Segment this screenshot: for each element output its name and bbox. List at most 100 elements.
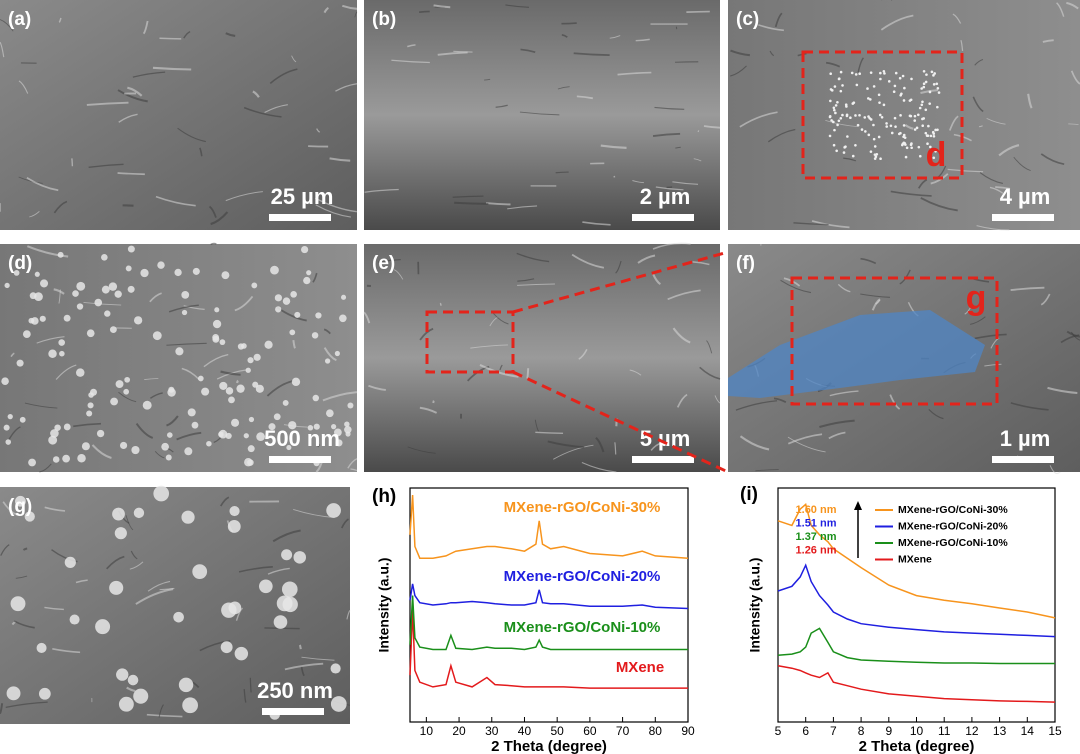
wrinkle xyxy=(301,656,335,661)
wrinkle xyxy=(203,353,229,368)
wrinkle xyxy=(86,101,129,106)
particle xyxy=(935,82,939,86)
particle xyxy=(229,506,240,517)
wrinkle xyxy=(632,180,644,184)
particle xyxy=(872,123,875,127)
particle xyxy=(920,103,924,107)
wrinkle xyxy=(106,555,125,570)
wrinkle xyxy=(1040,293,1051,306)
wrinkle xyxy=(243,688,247,703)
wrinkle xyxy=(29,211,40,218)
particle xyxy=(182,697,198,714)
wrinkle xyxy=(22,547,28,551)
particle xyxy=(934,149,937,153)
series-line xyxy=(409,494,689,559)
wrinkle xyxy=(298,644,302,650)
wrinkle xyxy=(24,402,58,409)
particle xyxy=(924,108,928,112)
wrinkle xyxy=(88,163,124,169)
particle xyxy=(247,357,254,364)
particle xyxy=(39,315,46,322)
particle xyxy=(24,511,35,522)
particle xyxy=(922,82,926,85)
wrinkle xyxy=(947,168,984,173)
wrinkle xyxy=(291,55,297,63)
particle xyxy=(86,329,95,338)
wrinkle xyxy=(617,71,652,76)
particle xyxy=(922,85,926,89)
particle xyxy=(918,154,922,158)
particle xyxy=(909,114,913,118)
wrinkle xyxy=(452,195,484,198)
wrinkle xyxy=(651,273,661,286)
particle xyxy=(110,397,119,406)
particle xyxy=(288,421,297,430)
particle xyxy=(894,71,898,75)
wrinkle xyxy=(118,113,138,123)
particle xyxy=(922,69,926,73)
particle xyxy=(133,316,143,325)
particle xyxy=(344,421,350,427)
particle xyxy=(124,376,131,383)
wrinkle xyxy=(1070,331,1080,341)
particle xyxy=(40,279,49,288)
particle xyxy=(63,314,71,322)
particle xyxy=(264,340,273,349)
panel-label: (f) xyxy=(736,253,755,274)
particle xyxy=(921,100,924,104)
particle xyxy=(19,416,26,423)
wrinkle xyxy=(2,501,18,516)
particle xyxy=(275,306,282,313)
wrinkle xyxy=(315,204,351,218)
wrinkle xyxy=(561,22,577,25)
particle xyxy=(902,99,906,102)
particle xyxy=(28,458,36,467)
wrinkle xyxy=(243,106,282,118)
particle xyxy=(936,86,940,90)
wrinkle xyxy=(314,197,357,213)
particle xyxy=(844,145,847,148)
particle xyxy=(858,113,861,117)
particle xyxy=(890,131,894,135)
x-tick-label: 70 xyxy=(616,724,630,738)
wrinkle xyxy=(252,90,260,98)
wrinkle xyxy=(168,304,199,313)
wrinkle xyxy=(364,188,399,193)
particle xyxy=(192,267,200,275)
scale-bar-label: 25 µm xyxy=(271,184,334,209)
particle xyxy=(863,116,867,119)
particle xyxy=(913,114,917,118)
wrinkle xyxy=(132,71,166,78)
scale-bar xyxy=(269,456,331,463)
wrinkle xyxy=(323,7,329,14)
wrinkle xyxy=(419,406,438,414)
wrinkle xyxy=(234,295,254,312)
particle xyxy=(904,155,908,159)
wrinkle xyxy=(0,41,5,58)
wrinkle xyxy=(917,178,928,189)
particle xyxy=(897,132,901,136)
wrinkle xyxy=(581,461,617,473)
particle xyxy=(904,143,907,146)
wrinkle xyxy=(269,68,298,84)
particle xyxy=(326,503,341,518)
particle xyxy=(841,113,844,117)
wrinkle xyxy=(692,261,710,266)
wrinkle xyxy=(181,367,200,381)
particle xyxy=(312,394,320,402)
particle xyxy=(902,141,906,145)
particle xyxy=(894,125,897,128)
particle xyxy=(924,131,928,135)
particle xyxy=(893,84,897,88)
wrinkle xyxy=(0,544,10,556)
particle xyxy=(48,435,58,445)
particle xyxy=(247,459,254,466)
particle xyxy=(72,290,79,297)
wrinkle xyxy=(1068,123,1079,125)
wrinkle xyxy=(329,157,351,162)
particle xyxy=(837,77,841,80)
particle xyxy=(341,294,347,300)
particle xyxy=(842,151,846,154)
particle xyxy=(273,413,281,421)
wrinkle xyxy=(0,19,14,32)
